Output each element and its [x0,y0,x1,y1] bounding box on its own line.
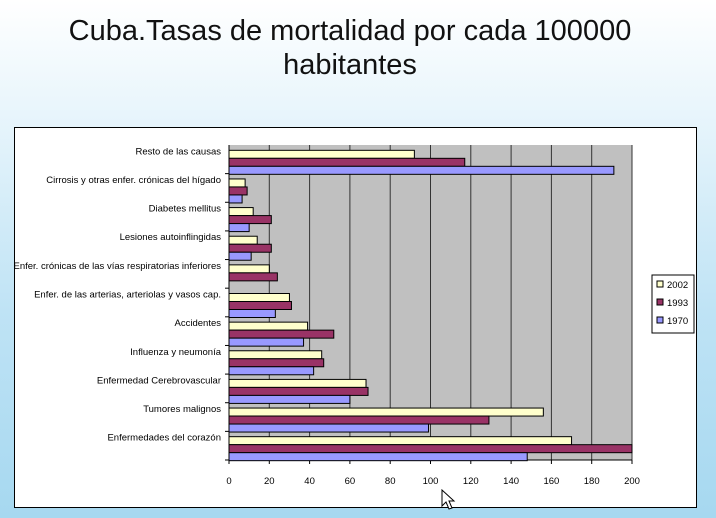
bar-2002 [228,235,258,245]
bar-1993 [228,358,325,368]
bar-2002 [228,149,415,159]
category-label: Cirrosis y otras enfer. crónicas del híg… [46,175,221,186]
bar-1970 [228,452,528,462]
bar-1993 [228,157,466,167]
category-label: Diabetes mellitus [149,204,222,215]
bar-1970 [228,165,615,175]
bar-1970 [228,394,351,404]
legend-swatch-1970 [656,316,664,324]
bar-2002 [228,436,573,446]
x-tick-label: 40 [304,476,315,487]
bar-1970 [228,366,315,376]
bar-1970 [228,337,305,347]
category-label: Accidentes [175,318,222,329]
mouse-cursor-icon [441,489,456,510]
bar-1993 [228,215,272,225]
category-label: Enfer. de las arterias, arteriolas y vas… [34,290,221,301]
page-title: Cuba.Tasas de mortalidad por cada 100000… [68,15,632,81]
category-label: Lesiones autoinflingidas [120,232,222,243]
legend-swatch-2002 [656,280,664,288]
category-label: Enfer. crónicas de las vías respiratoria… [13,261,221,272]
bar-2002 [228,378,367,388]
category-label: Resto de las causas [135,146,221,157]
legend-label: 1970 [667,316,688,327]
bar-1993 [228,186,248,196]
category-label: Influenza y neumonía [130,347,222,358]
x-tick-label: 80 [385,476,396,487]
x-tick-label: 160 [543,476,559,487]
x-tick-label: 20 [264,476,275,487]
legend-label: 2002 [667,280,688,291]
x-tick-label: 120 [463,476,479,487]
x-tick-label: 60 [345,476,356,487]
bar-1970 [228,251,252,261]
x-tick-label: 180 [584,476,600,487]
legend-swatch-1993 [656,298,664,306]
bar-2002 [228,264,270,274]
bar-1993 [228,243,272,253]
bar-1993 [228,329,335,339]
bar-1970 [228,309,276,318]
bar-1993 [228,444,633,454]
bar-2002 [228,293,290,302]
category-label: Enfermedad Cerebrovascular [97,375,221,386]
x-tick-label: 140 [503,476,519,487]
legend-label: 1993 [667,298,688,309]
x-tick-label: 200 [624,476,640,487]
bar-1993 [228,386,369,396]
bar-1993 [228,415,490,425]
bar-2002 [228,321,309,331]
bar-2002 [228,207,254,217]
bar-1993 [228,301,292,310]
bar-2002 [228,407,544,417]
bar-1970 [228,194,243,204]
bar-2002 [228,178,246,188]
bar-1993 [228,272,278,282]
x-tick-label: 100 [423,476,439,487]
category-label: Enfermedades del corazón [107,433,221,444]
bar-2002 [228,350,323,360]
bar-1970 [228,223,250,233]
bar-1970 [228,423,429,433]
x-tick-label: 0 [226,476,231,487]
category-label: Tumores malignos [143,404,221,415]
